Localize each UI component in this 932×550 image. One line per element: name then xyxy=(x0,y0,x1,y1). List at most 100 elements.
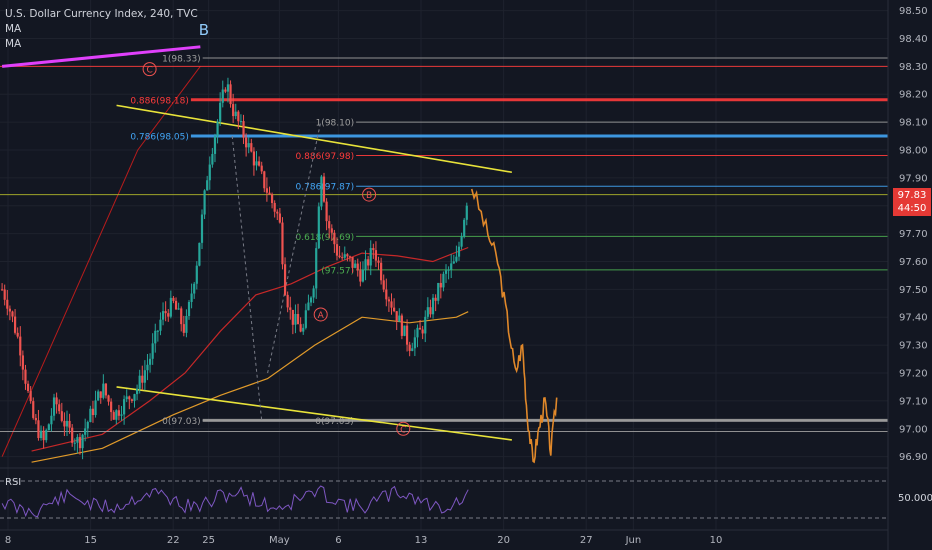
candle-body xyxy=(374,250,378,261)
candle-body xyxy=(434,297,437,301)
candle-body xyxy=(351,257,354,268)
candle-body xyxy=(460,236,463,247)
fib-level-label: 1(98.33) xyxy=(162,54,201,64)
wave-label: C xyxy=(146,66,152,76)
rsi-label[interactable]: RSI xyxy=(5,477,22,488)
price-tick-label: 97.60 xyxy=(899,257,928,268)
candle-body xyxy=(289,307,292,310)
candle-body xyxy=(94,400,97,416)
time-tick-label: 25 xyxy=(202,535,215,546)
price-axis[interactable]: 98.5098.4098.3098.2098.1098.0097.9097.80… xyxy=(887,0,928,550)
candle-body xyxy=(91,408,95,416)
indicator-ma-1[interactable]: MA xyxy=(5,23,22,35)
candle-body xyxy=(50,415,53,425)
indicator-ma-2[interactable]: MA xyxy=(5,38,22,50)
candle-body xyxy=(86,422,89,429)
candle-body xyxy=(99,391,102,398)
candle-body xyxy=(21,355,24,370)
candle-body xyxy=(400,315,403,336)
candle-body xyxy=(273,203,276,212)
candle-body xyxy=(457,246,461,257)
candle-body xyxy=(133,394,136,401)
candle-body xyxy=(47,424,50,431)
candle-body xyxy=(348,256,352,258)
time-tick-label: 27 xyxy=(580,535,593,546)
candle-body xyxy=(437,282,440,301)
candle-body xyxy=(19,336,22,356)
price-tick-label: 97.90 xyxy=(899,173,928,184)
candle-body xyxy=(322,176,326,202)
candle-body xyxy=(263,171,266,189)
candle-body xyxy=(219,102,222,122)
candle-body xyxy=(141,375,144,383)
candle-body xyxy=(405,325,409,345)
candle-body xyxy=(258,161,261,166)
rsi-line xyxy=(1,485,469,518)
candle-body xyxy=(252,151,256,166)
symbol-title[interactable]: U.S. Dollar Currency Index, 240, TVC xyxy=(5,8,198,20)
time-tick-label: 8 xyxy=(5,535,11,546)
candle-body xyxy=(11,311,14,317)
fib-level-label: 0(97.03) xyxy=(162,417,201,427)
candle-body xyxy=(315,248,318,289)
candle-body xyxy=(81,434,84,449)
candle-body xyxy=(198,242,201,266)
candle-body xyxy=(356,263,359,271)
candle-body xyxy=(24,369,27,384)
fib-level-label: 0.618(97.69) xyxy=(296,233,355,243)
legend: U.S. Dollar Currency Index, 240, TVC MA … xyxy=(5,7,198,52)
candle-body xyxy=(203,190,206,215)
price-tick-label: 98.00 xyxy=(899,145,928,156)
candle-body xyxy=(424,316,427,334)
wave-label-circle xyxy=(362,187,377,202)
candle-body xyxy=(97,391,100,401)
candle-body xyxy=(283,264,287,295)
candle-body xyxy=(55,397,58,405)
candle-body xyxy=(229,84,232,105)
candle-body xyxy=(8,308,11,312)
candle-body xyxy=(195,265,198,284)
candle-body xyxy=(115,410,118,420)
price-tick-label: 97.20 xyxy=(899,369,928,380)
candle-body xyxy=(26,383,30,392)
price-tick-label: 97.70 xyxy=(899,229,928,240)
candle-body xyxy=(247,143,250,148)
candle-body xyxy=(89,408,92,423)
candle-body xyxy=(52,397,56,416)
candle-body xyxy=(216,121,219,137)
time-tick-label: 13 xyxy=(415,535,428,546)
candle-body xyxy=(304,310,307,328)
time-tick-label: May xyxy=(269,535,290,546)
candle-body xyxy=(392,307,396,312)
candle-body xyxy=(387,299,391,302)
candle-body xyxy=(442,273,445,288)
candle-body xyxy=(372,248,375,251)
candle-body xyxy=(167,313,170,317)
candle-body xyxy=(439,282,442,288)
projection-line xyxy=(470,188,558,464)
candle-body xyxy=(364,259,367,270)
candle-body xyxy=(58,404,61,412)
candle-body xyxy=(164,311,167,314)
wave-label-circle xyxy=(313,307,328,322)
candle-body xyxy=(151,343,154,359)
candle-body xyxy=(455,256,458,262)
candle-body xyxy=(330,228,333,233)
candle-body xyxy=(84,428,87,435)
candle-body xyxy=(465,205,468,220)
candle-body xyxy=(193,283,196,294)
candle-body xyxy=(328,221,331,229)
price-tick-label: 98.10 xyxy=(899,118,928,129)
rsi-panel xyxy=(0,467,888,519)
candle-body xyxy=(169,297,172,317)
candle-body xyxy=(146,364,149,371)
price-tick-label: 98.40 xyxy=(899,34,928,45)
candle-body xyxy=(13,316,17,333)
time-axis[interactable]: 8 15 22 25 May 6 13 20 27 Jun 10 xyxy=(0,529,888,546)
candle-body xyxy=(190,293,193,302)
time-tick-label: 10 xyxy=(710,535,723,546)
candle-body xyxy=(60,411,63,421)
candle-body xyxy=(450,263,453,270)
candle-body xyxy=(172,297,175,301)
